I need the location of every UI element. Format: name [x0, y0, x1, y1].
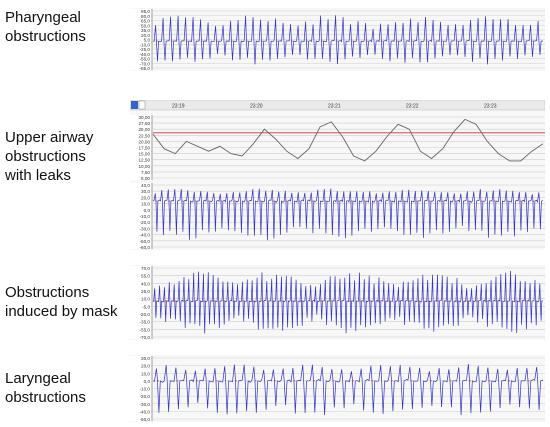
time-label: 23:23: [484, 104, 497, 110]
y-tick-label: -70,0: [140, 61, 151, 66]
flow-trace: [152, 270, 544, 334]
y-axis-band: [130, 266, 152, 339]
y-axis-band: [130, 356, 152, 421]
y-tick-label: 5,0: [144, 38, 151, 43]
y-tick-label: -10,0: [140, 42, 151, 47]
y-tick-label: 35,0: [141, 28, 150, 33]
y-tick-label: -25,0: [140, 47, 151, 52]
y-tick-label: -20,0: [140, 312, 151, 317]
y-tick-label: -85,0: [140, 66, 151, 71]
y-tick-label: -20,0: [140, 220, 151, 225]
time-label: 23:22: [406, 104, 419, 110]
y-tick-label: 22,50: [139, 133, 151, 138]
label-mask: Obstructions induced by mask: [5, 283, 118, 321]
label-line: Pharyngeal: [5, 9, 81, 26]
y-tick-label: 50,0: [141, 23, 150, 28]
y-tick-label: 95,0: [141, 9, 150, 14]
y-tick-label: 20,00: [139, 139, 151, 144]
y-tick-label: 40,0: [141, 281, 150, 286]
y-tick-label: -55,0: [140, 57, 151, 62]
y-tick-label: 65,0: [141, 19, 150, 24]
pressure-trace: [152, 118, 544, 162]
mask-chart: 70,0 55,0 40,0 25,0 10,0 -5,0 -20,0 -35,0 -55,0 -…: [130, 265, 545, 340]
y-tick-label: 80,0: [141, 14, 150, 19]
y-tick-label: -70,0: [140, 335, 151, 340]
y-tick-label: 25,0: [141, 289, 150, 294]
y-tick-label: 30,0: [141, 189, 150, 194]
time-header: [130, 100, 545, 111]
label-line: with leaks: [5, 167, 71, 184]
label-line: induced by mask: [5, 303, 118, 320]
label-line: Laryngeal: [5, 370, 71, 387]
y-tick-label: -50,0: [140, 239, 151, 244]
y-tick-label: 0,0: [144, 208, 151, 213]
y-tick-label: -10,0: [140, 387, 151, 392]
y-axis-band: [130, 115, 152, 180]
label-line: obstructions: [5, 148, 86, 165]
label-line: obstructions: [5, 389, 86, 406]
y-tick-label: 40,0: [141, 183, 150, 188]
y-tick-label: 7,50: [141, 170, 150, 175]
y-tick-label: 30,00: [139, 115, 151, 120]
y-tick-label: 20,0: [141, 195, 150, 200]
upper-airway-chart: 23:19 23:20 23:21 23:22 23:23 30,0027,5025,00…: [130, 100, 545, 250]
y-tick-label: 10,0: [141, 297, 150, 302]
y-tick-label: 17,50: [139, 146, 151, 151]
label-line: Obstructions: [5, 284, 90, 301]
y-tick-label: 20,0: [141, 33, 150, 38]
y-tick-label: -50,0: [140, 417, 151, 422]
y-tick-label: -40,0: [140, 233, 151, 238]
laryngeal-chart: 30,0 20,0 10,0 0,0 -10,0 -20,0 -30,0 -40,0 -50,0: [130, 355, 545, 422]
marker-icon: [131, 101, 138, 109]
panel-background: [130, 265, 545, 340]
y-tick-label: -35,0: [140, 320, 151, 325]
time-label: 23:21: [328, 104, 341, 110]
y-tick-label: -5,0: [142, 304, 150, 309]
y-tick-label: 55,0: [141, 274, 150, 279]
y-tick-label: -20,0: [140, 394, 151, 399]
flow-trace: [152, 364, 544, 416]
y-tick-label: 20,0: [141, 364, 150, 369]
y-tick-label: 10,0: [141, 202, 150, 207]
panel-background: [130, 100, 545, 250]
play-icon: [138, 100, 146, 110]
time-label: 23:19: [172, 104, 185, 110]
y-tick-label: -30,0: [140, 402, 151, 407]
y-tick-label: -30,0: [140, 226, 151, 231]
y-tick-label: 0,0: [144, 379, 151, 384]
label-line: Upper airway: [5, 129, 94, 146]
y-axis-band: [130, 183, 152, 249]
y-tick-label: 5,00: [141, 176, 150, 181]
y-tick-label: 10,00: [139, 164, 151, 169]
y-axis-band: [130, 9, 152, 70]
flow-trace: [152, 15, 544, 65]
y-tick-label: 27,50: [139, 121, 151, 126]
label-line: obstructions: [5, 28, 86, 45]
flow-trace: [152, 188, 544, 241]
pharyngeal-chart: 95,080,065,050,035,020,05,0-10,0-25,0-40…: [130, 8, 545, 71]
y-tick-label: -55,0: [140, 327, 151, 332]
y-tick-label: 10,0: [141, 371, 150, 376]
y-tick-label: -10,0: [140, 214, 151, 219]
label-upper-airway: Upper airway obstructions with leaks: [5, 128, 93, 185]
y-tick-label: -40,0: [140, 52, 151, 57]
label-laryngeal: Laryngeal obstructions: [5, 369, 86, 407]
y-tick-label: 30,0: [141, 356, 150, 361]
time-label: 23:20: [250, 104, 263, 110]
label-pharyngeal: Pharyngeal obstructions: [5, 8, 86, 46]
y-tick-label: 12,50: [139, 158, 151, 163]
y-tick-label: 15,00: [139, 152, 151, 157]
y-tick-label: 25,00: [139, 127, 151, 132]
y-tick-label: 70,0: [141, 266, 150, 271]
y-tick-label: -40,0: [140, 409, 151, 414]
y-tick-label: -60,0: [140, 245, 151, 250]
